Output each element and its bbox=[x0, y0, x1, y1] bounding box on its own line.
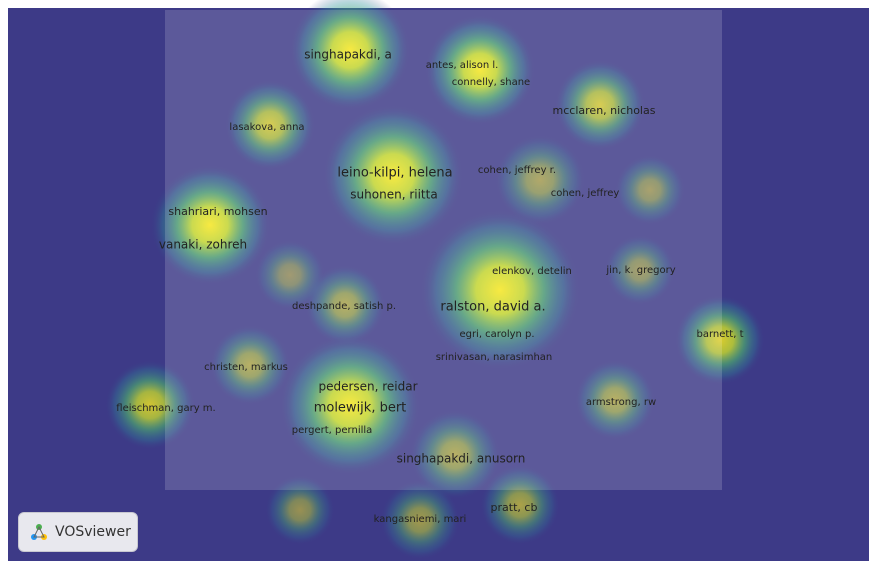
node-label: cohen, jeffrey r. bbox=[478, 165, 556, 176]
density-blob bbox=[380, 480, 460, 560]
node-label: singhapakdi, a bbox=[304, 48, 392, 62]
node-label: jin, k. gregory bbox=[605, 265, 675, 276]
density-blob bbox=[420, 210, 580, 370]
logo-icon bbox=[31, 524, 47, 540]
node-label: kangasniemi, mari bbox=[374, 514, 467, 525]
density-blob bbox=[290, 0, 410, 110]
density-blob bbox=[210, 325, 290, 405]
watermark-panel bbox=[165, 10, 722, 490]
node-label: vanaki, zohreh bbox=[159, 238, 247, 252]
density-blob bbox=[615, 155, 685, 225]
density-blob bbox=[425, 15, 535, 125]
node-label: christen, markus bbox=[204, 362, 288, 373]
node-label: pedersen, reidar bbox=[318, 380, 417, 394]
node-label: pergert, pernilla bbox=[292, 425, 373, 436]
node-label: fleischman, gary m. bbox=[116, 403, 215, 414]
node-label: elenkov, detelin bbox=[492, 266, 572, 277]
vosviewer-logo[interactable]: VOSviewer bbox=[18, 512, 138, 552]
density-blob bbox=[575, 360, 655, 440]
node-label: pratt, cb bbox=[491, 501, 538, 514]
node-label: connelly, shane bbox=[452, 77, 530, 88]
density-blob bbox=[280, 335, 420, 475]
node-label: antes, alison l. bbox=[426, 60, 499, 71]
density-blob bbox=[305, 265, 385, 345]
density-blob bbox=[555, 60, 645, 150]
node-label: ralston, david a. bbox=[440, 300, 545, 315]
node-label: armstrong, rw bbox=[586, 397, 656, 408]
density-blob bbox=[410, 410, 500, 500]
density-blob bbox=[323, 105, 463, 245]
node-label: lasakova, anna bbox=[229, 122, 304, 133]
density-blob bbox=[495, 135, 585, 225]
density-blob bbox=[105, 360, 195, 450]
node-label: shahriari, mohsen bbox=[168, 205, 267, 218]
density-blob bbox=[225, 80, 315, 170]
density-blob bbox=[255, 240, 325, 310]
node-label: leino-kilpi, helena bbox=[337, 166, 452, 181]
node-label: egri, carolyn p. bbox=[459, 329, 534, 340]
node-label: mcclaren, nicholas bbox=[553, 104, 656, 117]
node-label: singhapakdi, anusorn bbox=[397, 452, 526, 466]
node-label: srinivasan, narasimhan bbox=[436, 352, 553, 363]
density-blob bbox=[265, 475, 335, 545]
node-label: molewijk, bert bbox=[314, 401, 407, 416]
density-blob bbox=[605, 235, 675, 305]
logo-text: VOSviewer bbox=[55, 524, 131, 540]
node-label: barnett, t bbox=[696, 329, 743, 340]
node-label: deshpande, satish p. bbox=[292, 301, 396, 312]
density-blob bbox=[480, 465, 560, 545]
node-label: suhonen, riitta bbox=[350, 188, 437, 202]
density-blob bbox=[675, 295, 765, 385]
node-label: cohen, jeffrey bbox=[551, 188, 620, 199]
density-blob bbox=[150, 165, 270, 285]
